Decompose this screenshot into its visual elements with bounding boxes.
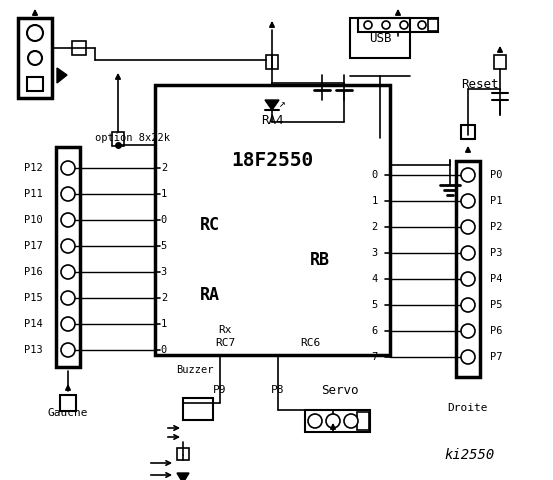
Circle shape xyxy=(382,21,390,29)
Bar xyxy=(112,132,124,146)
Text: RA4: RA4 xyxy=(261,113,284,127)
Bar xyxy=(60,395,76,411)
Circle shape xyxy=(61,187,75,201)
Bar xyxy=(461,125,475,139)
Bar xyxy=(358,18,438,32)
Polygon shape xyxy=(265,100,279,110)
Text: 1: 1 xyxy=(161,319,167,329)
Bar xyxy=(183,398,213,420)
Bar xyxy=(456,161,480,377)
Text: P5: P5 xyxy=(490,300,503,310)
Text: 0: 0 xyxy=(161,215,167,225)
Bar xyxy=(266,55,278,69)
Text: RC: RC xyxy=(200,216,220,234)
Circle shape xyxy=(61,291,75,305)
Circle shape xyxy=(61,317,75,331)
Text: P6: P6 xyxy=(490,326,503,336)
Text: 4: 4 xyxy=(372,274,378,284)
Circle shape xyxy=(461,324,475,338)
Bar xyxy=(27,77,43,91)
Text: Servo: Servo xyxy=(321,384,359,396)
Circle shape xyxy=(400,21,408,29)
Text: 18F2550: 18F2550 xyxy=(231,151,314,169)
Text: Rx: Rx xyxy=(218,325,232,335)
Text: Buzzer: Buzzer xyxy=(176,365,214,375)
Polygon shape xyxy=(57,68,67,83)
Circle shape xyxy=(61,343,75,357)
Text: P7: P7 xyxy=(490,352,503,362)
Circle shape xyxy=(461,350,475,364)
Circle shape xyxy=(461,194,475,208)
Text: RB: RB xyxy=(310,251,330,269)
Text: P16: P16 xyxy=(24,267,43,277)
Text: 0: 0 xyxy=(372,170,378,180)
Bar xyxy=(72,41,86,55)
Text: P1: P1 xyxy=(490,196,503,206)
Text: 7: 7 xyxy=(372,352,378,362)
Circle shape xyxy=(418,21,426,29)
Text: 1: 1 xyxy=(372,196,378,206)
Bar xyxy=(155,85,390,355)
Polygon shape xyxy=(177,473,189,480)
Bar xyxy=(18,18,52,98)
Text: option 8x22k: option 8x22k xyxy=(95,133,170,143)
Text: P2: P2 xyxy=(490,222,503,232)
Text: 5: 5 xyxy=(372,300,378,310)
Bar xyxy=(177,448,189,460)
Text: Reset: Reset xyxy=(461,79,499,92)
Text: RC6: RC6 xyxy=(300,338,320,348)
Circle shape xyxy=(461,246,475,260)
Circle shape xyxy=(61,213,75,227)
Text: 2: 2 xyxy=(161,163,167,173)
Bar xyxy=(56,147,80,367)
Circle shape xyxy=(461,272,475,286)
Text: ↗: ↗ xyxy=(279,99,285,109)
Text: ki2550: ki2550 xyxy=(445,448,495,462)
Circle shape xyxy=(308,414,322,428)
Text: 6: 6 xyxy=(372,326,378,336)
Text: P8: P8 xyxy=(272,385,285,395)
Bar xyxy=(350,18,410,58)
Bar xyxy=(357,412,369,430)
Text: P4: P4 xyxy=(490,274,503,284)
Circle shape xyxy=(27,25,43,41)
Circle shape xyxy=(61,265,75,279)
Text: P10: P10 xyxy=(24,215,43,225)
Bar xyxy=(494,55,506,69)
Text: 0: 0 xyxy=(161,345,167,355)
Text: P12: P12 xyxy=(24,163,43,173)
Circle shape xyxy=(364,21,372,29)
Text: P9: P9 xyxy=(213,385,227,395)
Text: USB: USB xyxy=(369,32,392,45)
Text: 3: 3 xyxy=(372,248,378,258)
Text: Droite: Droite xyxy=(448,403,488,413)
Circle shape xyxy=(461,168,475,182)
Text: P14: P14 xyxy=(24,319,43,329)
Text: 5: 5 xyxy=(161,241,167,251)
Text: RC7: RC7 xyxy=(215,338,235,348)
Circle shape xyxy=(461,298,475,312)
Text: P17: P17 xyxy=(24,241,43,251)
Text: P3: P3 xyxy=(490,248,503,258)
Circle shape xyxy=(461,220,475,234)
Text: 1: 1 xyxy=(161,189,167,199)
Text: P11: P11 xyxy=(24,189,43,199)
Text: 3: 3 xyxy=(161,267,167,277)
Bar xyxy=(305,410,370,432)
Text: 2: 2 xyxy=(161,293,167,303)
Text: Gauche: Gauche xyxy=(48,408,88,418)
Text: RA: RA xyxy=(200,286,220,304)
Circle shape xyxy=(61,239,75,253)
Text: P15: P15 xyxy=(24,293,43,303)
Text: 2: 2 xyxy=(372,222,378,232)
Text: P13: P13 xyxy=(24,345,43,355)
Circle shape xyxy=(326,414,340,428)
Text: P0: P0 xyxy=(490,170,503,180)
Circle shape xyxy=(28,51,42,65)
Circle shape xyxy=(344,414,358,428)
Bar xyxy=(428,19,438,31)
Circle shape xyxy=(61,161,75,175)
